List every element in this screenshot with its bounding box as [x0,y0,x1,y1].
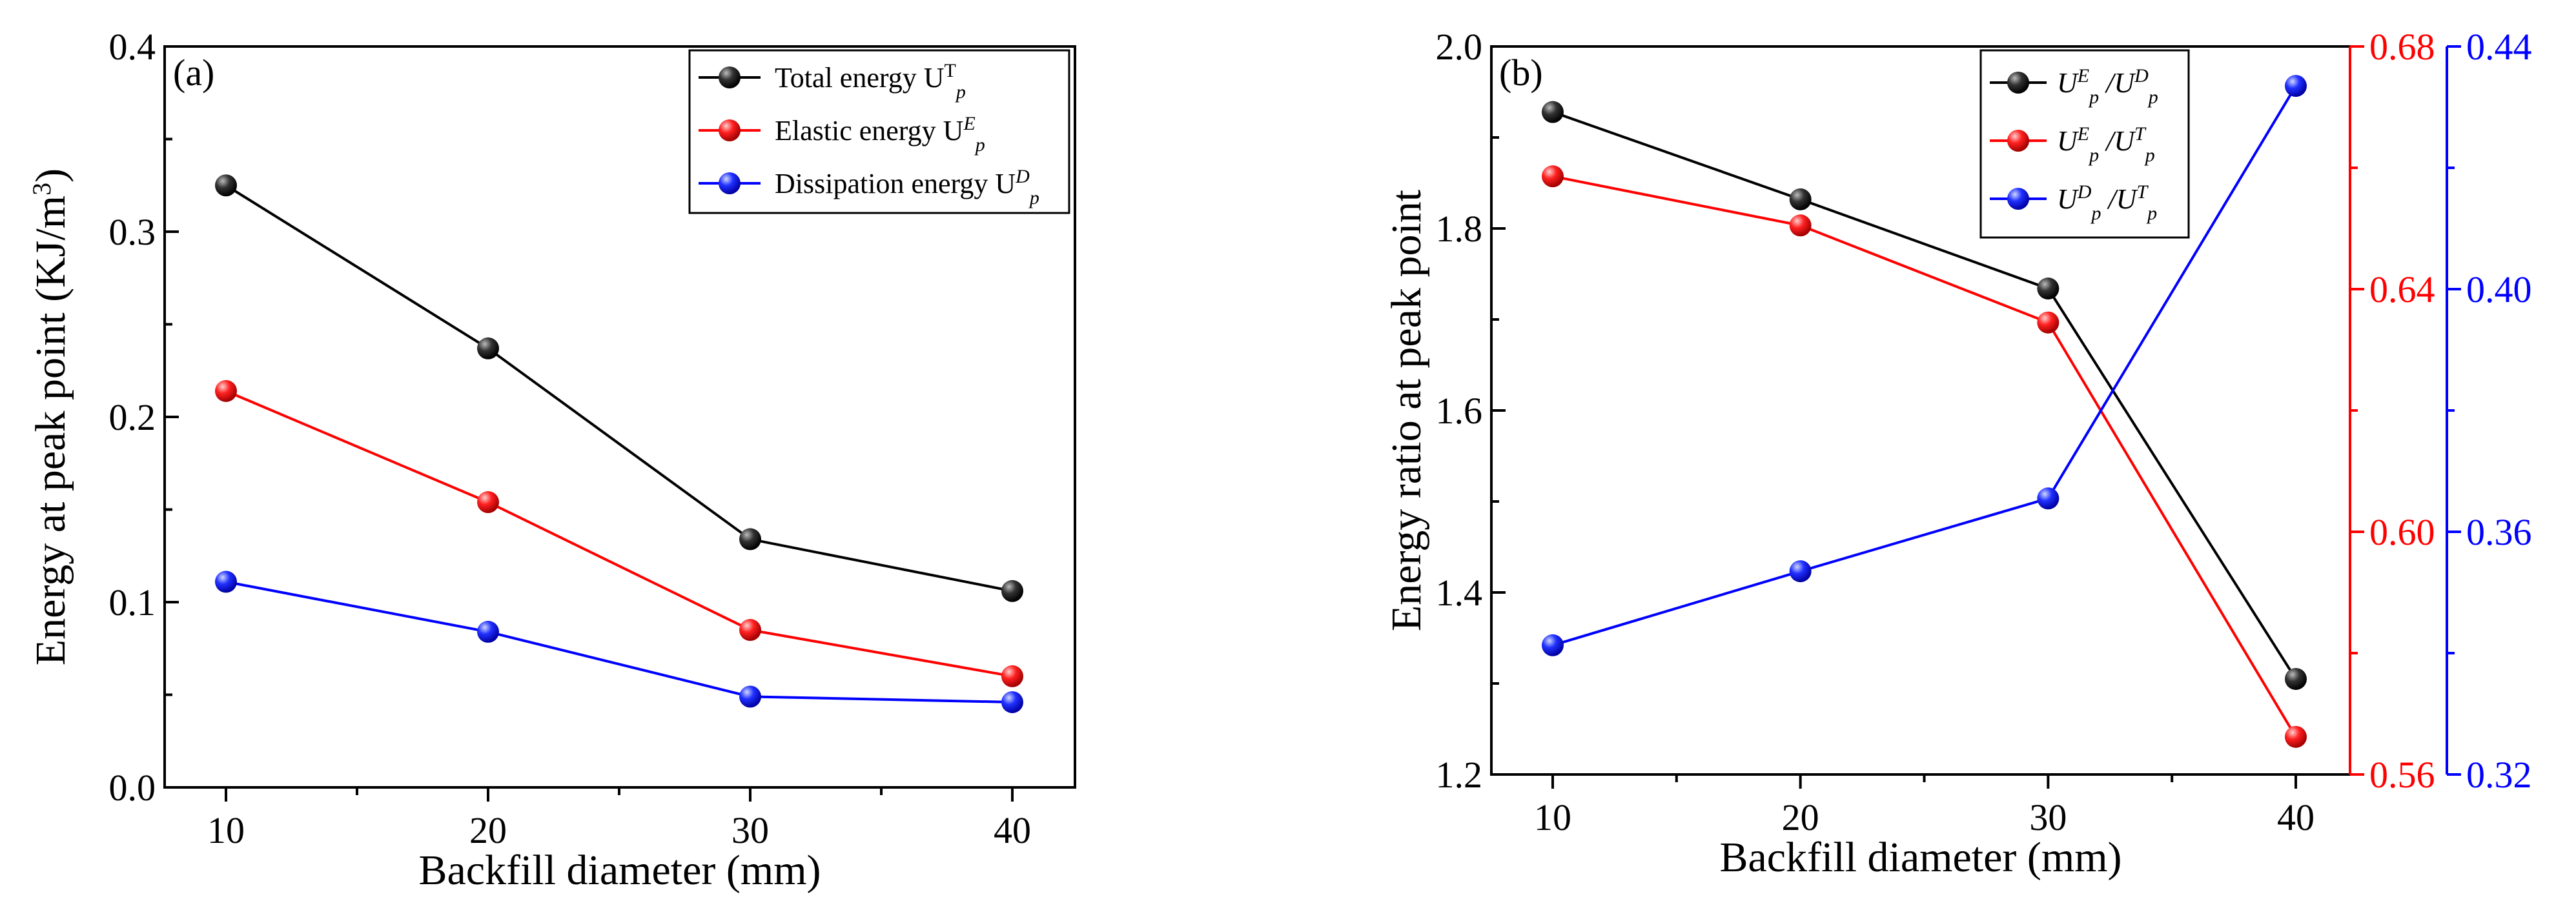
data-point [1542,634,1564,656]
y3-tick-label: 0.44 [2466,26,2532,68]
panel-a-y-axis: 0.0 0.1 0.2 0.3 0.4 [109,26,179,809]
data-point [739,619,761,642]
panel-b-x-axis-title: Backfill diameter (mm) [1719,834,2121,881]
panel-b-y-axis: 1.2 1.4 1.6 1.8 2.0 [1436,26,1506,796]
x-tick-label: 10 [1534,796,1571,838]
legend-marker [2007,72,2029,94]
series-line [225,580,1013,703]
y-tick-label: 0.1 [109,581,156,623]
panel-a-legend: Total energy UTp Elastic energy UEp Dissip… [688,49,1070,214]
data-point [215,174,237,197]
data-point [1789,188,1812,210]
y-tick-label: 0.2 [109,396,156,438]
legend-marker [2007,130,2029,152]
data-point [477,491,499,514]
legend-label: Total energy UTp [775,60,966,103]
data-point [2285,667,2307,690]
panel-a-y-axis-title-end: ) [27,168,74,183]
panel-b-label: (b) [1499,52,1543,94]
panel-b-legend: UEp /UDp UEp /UTp UDp /UTp [1979,49,2190,239]
x-tick-label: 40 [2277,796,2315,838]
legend-marker [719,66,741,88]
y-tick-label: 1.2 [1436,754,1483,796]
x-tick-label: 20 [469,809,507,851]
legend-marker [2007,188,2029,210]
series-line [225,389,1013,678]
panel-a-legend-items: Total energy UTp Elastic energy UEp Dissip… [699,60,1039,208]
y-tick-label: 2.0 [1436,26,1483,68]
legend-label: UEp /UTp [2057,123,2155,166]
panel-a-series-group [215,174,1023,713]
x-tick-label: 30 [2029,796,2067,838]
data-point [1789,214,1812,237]
data-point [1789,560,1812,583]
panel-a-y-axis-title-sup: 3 [27,183,56,196]
data-point [2285,725,2307,748]
data-point [477,620,499,643]
panel-b-chart: 1.21.41.61.82.0 0.560.600.640.68 0.320.3… [1383,26,2532,881]
x-tick-label: 30 [731,809,769,851]
data-point [2037,487,2060,510]
y2-tick-label: 0.68 [2369,26,2435,68]
data-point [215,571,237,593]
panel-b-plot-frame [1490,45,2351,776]
panel-b-right-blue-axis: 0.32 0.36 0.40 0.44 [2447,26,2532,796]
y-tick-label: 0.4 [109,26,156,68]
y2-tick-label: 0.64 [2369,268,2435,310]
y3-tick-label: 0.36 [2466,511,2532,553]
panel-b-y-axis-title: Energy ratio at peak point [1383,190,1430,631]
panel-a-x-axis: 10 20 30 40 [207,787,1031,851]
panel-b-x-axis: 10 20 30 40 [1534,774,2315,838]
data-point [739,528,761,551]
data-point [1001,580,1023,602]
legend-marker [719,119,741,141]
x-tick-label: 10 [207,809,245,851]
panel-a-x-axis-title: Backfill diameter (mm) [418,847,821,894]
y-tick-label: 0.3 [109,211,156,253]
y2-tick-label: 0.60 [2369,511,2435,553]
data-point [739,685,761,708]
series-line [1552,175,2297,738]
panel-a-label: (a) [173,52,214,94]
data-point [1001,691,1023,713]
panel-b-legend-items: UEp /UDp UEp /UTp UDp /UTp [1990,65,2158,224]
series-line [1552,110,2297,680]
y-tick-label: 1.6 [1436,390,1483,432]
legend-label: Elastic energy UEp [775,113,985,156]
series-line [1552,85,2297,647]
y-tick-label: 1.4 [1436,572,1483,614]
y3-tick-label: 0.40 [2466,268,2532,310]
data-point [2037,278,2060,300]
legend-label: UEp /UDp [2057,65,2158,108]
data-point [477,337,499,359]
data-point [1542,165,1564,188]
panel-b-right-red-axis: 0.56 0.60 0.64 0.68 [2350,26,2435,796]
data-point [1542,101,1564,123]
panel-b-series-group [1542,75,2307,748]
legend-label: UDp /UTp [2057,181,2157,224]
y3-tick-label: 0.32 [2466,754,2532,796]
y-tick-label: 1.8 [1436,208,1483,250]
y2-tick-label: 0.56 [2369,754,2435,796]
data-point [1001,665,1023,687]
legend-label: Dissipation energy UDp [775,166,1039,208]
panel-a-y-axis-title: Energy at peak point (KJ/m3) [27,168,75,665]
x-tick-label: 40 [994,809,1031,851]
legend-marker [719,172,741,194]
series-line [225,184,1013,592]
data-point [215,379,237,402]
y-tick-label: 0.0 [109,767,156,809]
data-point [2285,75,2307,97]
panel-a-y-axis-title-main: Energy at peak point (KJ/m [27,196,74,665]
data-point [2037,311,2060,334]
panel-a-chart: 0.0 0.1 0.2 0.3 0.4 10 20 30 40 (a) Backfill di… [27,26,1076,894]
x-tick-label: 20 [1782,796,1819,838]
